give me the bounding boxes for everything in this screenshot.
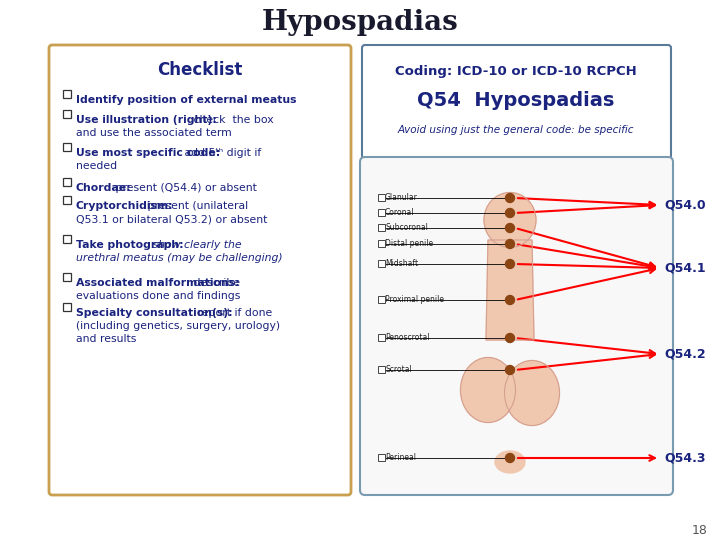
Text: Penoscrotal: Penoscrotal: [385, 333, 430, 342]
Text: Coding: ICD-10 or ICD-10 RCPCH: Coding: ICD-10 or ICD-10 RCPCH: [395, 65, 637, 78]
Text: Take photograph:: Take photograph:: [76, 240, 184, 250]
Text: Q54.3: Q54.3: [664, 451, 706, 464]
Bar: [63, 178, 71, 186]
Bar: [63, 303, 71, 310]
Text: Use illustration (right):: Use illustration (right):: [76, 115, 217, 125]
Bar: [378, 366, 385, 373]
Bar: [63, 273, 71, 280]
Bar: [63, 235, 71, 242]
Text: add 5ᵗʰ digit if: add 5ᵗʰ digit if: [181, 148, 261, 158]
Text: Identify position of external meatus: Identify position of external meatus: [76, 95, 297, 105]
Circle shape: [505, 260, 515, 268]
Ellipse shape: [461, 357, 516, 422]
Text: urethral meatus (may be challenging): urethral meatus (may be challenging): [76, 253, 283, 263]
Text: Hypospadias: Hypospadias: [261, 9, 459, 36]
Text: and use the associated term: and use the associated term: [76, 128, 232, 138]
Text: describe: describe: [190, 278, 240, 288]
Text: Q54.0: Q54.0: [664, 199, 706, 212]
Bar: [63, 90, 71, 98]
Circle shape: [505, 193, 515, 202]
Text: Scrotal: Scrotal: [385, 365, 412, 374]
Bar: [378, 193, 385, 200]
Circle shape: [505, 334, 515, 342]
Bar: [378, 240, 385, 246]
Text: report if done: report if done: [194, 308, 273, 318]
Text: check  the box: check the box: [190, 115, 274, 125]
Circle shape: [505, 240, 515, 248]
Text: Q53.1 or bilateral Q53.2) or absent: Q53.1 or bilateral Q53.2) or absent: [76, 214, 267, 224]
Circle shape: [505, 208, 515, 218]
Bar: [378, 334, 385, 341]
Text: Coronal: Coronal: [385, 208, 415, 217]
Text: Q54.1: Q54.1: [664, 261, 706, 274]
Bar: [378, 208, 385, 215]
Text: Use most specific code:: Use most specific code:: [76, 148, 220, 158]
Text: needed: needed: [76, 161, 117, 171]
Circle shape: [505, 224, 515, 233]
Ellipse shape: [495, 451, 525, 473]
Text: Associated malformations:: Associated malformations:: [76, 278, 240, 288]
Text: Checklist: Checklist: [157, 61, 243, 79]
Bar: [378, 295, 385, 302]
Bar: [63, 110, 71, 118]
Text: (including genetics, surgery, urology): (including genetics, surgery, urology): [76, 321, 280, 331]
Text: Q54.2: Q54.2: [664, 348, 706, 361]
Bar: [63, 196, 71, 204]
FancyBboxPatch shape: [49, 45, 351, 495]
Text: show clearly the: show clearly the: [149, 240, 241, 250]
Text: Proximal penile: Proximal penile: [385, 295, 444, 304]
Circle shape: [505, 454, 515, 462]
Circle shape: [505, 366, 515, 375]
Text: Chordae:: Chordae:: [76, 183, 132, 193]
FancyBboxPatch shape: [362, 45, 671, 159]
Text: present (unilateral: present (unilateral: [144, 201, 248, 211]
Bar: [378, 260, 385, 267]
Text: and results: and results: [76, 334, 136, 344]
Text: 18: 18: [692, 523, 708, 537]
Polygon shape: [486, 240, 534, 340]
Text: evaluations done and findings: evaluations done and findings: [76, 291, 240, 301]
FancyBboxPatch shape: [360, 157, 673, 495]
Text: Specialty consultation(s):: Specialty consultation(s):: [76, 308, 233, 318]
Bar: [378, 454, 385, 461]
Bar: [63, 143, 71, 151]
Text: Cryptorchidism:: Cryptorchidism:: [76, 201, 174, 211]
Text: Subcoronal: Subcoronal: [385, 223, 428, 232]
Text: present (Q54.4) or absent: present (Q54.4) or absent: [112, 183, 257, 193]
Ellipse shape: [484, 192, 536, 247]
Text: Distal penile: Distal penile: [385, 239, 433, 248]
Text: Midshaft: Midshaft: [385, 259, 418, 268]
Circle shape: [505, 295, 515, 305]
Ellipse shape: [505, 361, 559, 426]
Text: Glanular: Glanular: [385, 193, 418, 202]
Text: Q54  Hypospadias: Q54 Hypospadias: [418, 91, 615, 110]
Bar: [378, 224, 385, 231]
Text: Perineal: Perineal: [385, 453, 416, 462]
Text: Avoid using just the general code: be specific: Avoid using just the general code: be sp…: [397, 125, 634, 135]
